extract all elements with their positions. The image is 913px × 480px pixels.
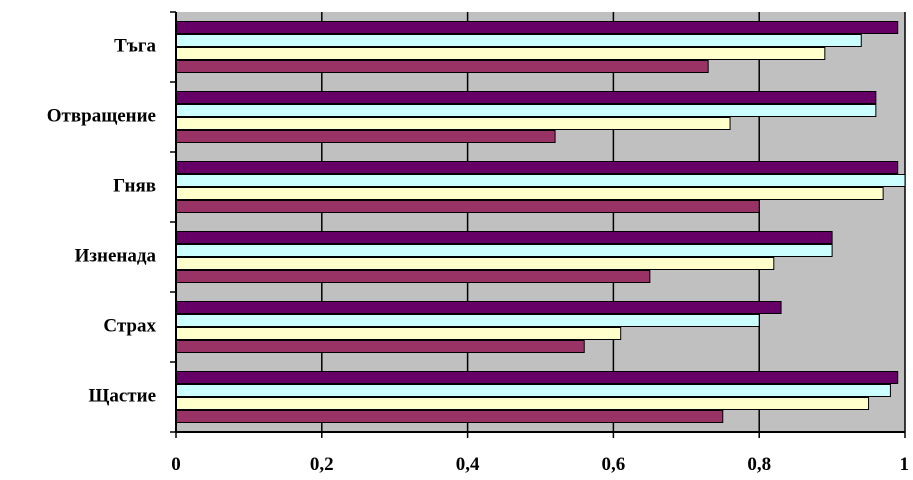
category-labels: Щастие Страх Изненада Гняв Отвращение Тъга — [47, 35, 157, 406]
bar-1-1 — [175, 327, 622, 340]
axes — [170, 11, 906, 438]
bar-1-0 — [175, 340, 585, 353]
bar-3-2 — [175, 174, 906, 187]
gridlines — [321, 12, 906, 432]
bar-3-3 — [175, 161, 899, 174]
x-tick-label-2: 0,4 — [456, 454, 480, 475]
category-label-3: Гняв — [113, 175, 156, 196]
x-tick-label-3: 0,6 — [602, 454, 626, 475]
bar-0-3 — [175, 371, 899, 384]
bar-3-0 — [175, 200, 760, 213]
bar-5-1 — [175, 47, 826, 60]
bar-2-1 — [175, 257, 775, 270]
bar-0-2 — [175, 384, 891, 397]
bar-4-2 — [175, 104, 877, 117]
bar-1-3 — [175, 301, 782, 314]
bar-0-1 — [175, 397, 870, 410]
bar-0-0 — [175, 410, 724, 423]
tick-labels: 0 0,2 0,4 0,6 0,8 1 — [171, 454, 909, 475]
bar-1-2 — [175, 314, 760, 327]
bar-3-1 — [175, 187, 884, 200]
plot-area — [176, 12, 905, 432]
category-label-1: Страх — [103, 315, 156, 336]
bar-5-3 — [175, 21, 899, 34]
bar-4-1 — [175, 117, 731, 130]
bar-4-3 — [175, 91, 877, 104]
bar-4-0 — [175, 130, 556, 143]
bar-5-0 — [175, 60, 709, 73]
plot-background — [176, 12, 905, 432]
x-tick-label-5: 1 — [900, 454, 910, 475]
x-tick-label-0: 0 — [171, 454, 181, 475]
category-label-5: Тъга — [114, 35, 156, 56]
bar-2-3 — [175, 231, 833, 244]
category-label-0: Щастие — [88, 385, 156, 406]
x-tick-label-4: 0,8 — [747, 454, 771, 475]
category-label-2: Изненада — [75, 245, 157, 266]
category-label-4: Отвращение — [47, 105, 156, 126]
bar-5-2 — [175, 34, 862, 47]
bar-2-0 — [175, 270, 651, 283]
bar-2-2 — [175, 244, 833, 257]
x-tick-label-1: 0,2 — [310, 454, 334, 475]
bars — [175, 21, 906, 423]
